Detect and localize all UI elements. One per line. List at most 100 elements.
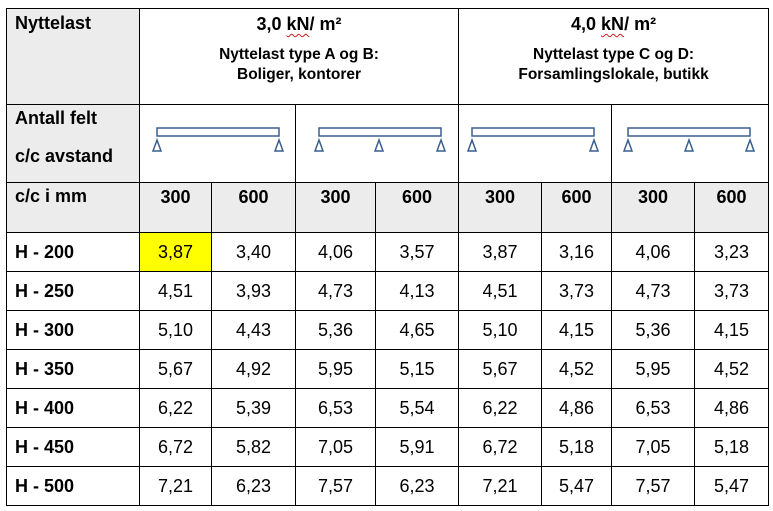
value-cell: 4,52 — [694, 349, 770, 389]
value-cell: 6,23 — [211, 466, 296, 506]
value-cell: 6,23 — [374, 466, 460, 506]
row-label: H - 250 — [6, 271, 140, 311]
value-cell: 3,57 — [374, 232, 460, 272]
load-cd-value: 4,0 kN/ m² — [571, 14, 657, 34]
value-cell: 7,05 — [295, 427, 376, 467]
table-row: H - 500 7,21 6,23 7,57 6,23 7,21 5,47 7,… — [6, 466, 770, 506]
value-cell: 3,87 — [458, 232, 543, 272]
value-cell: 5,54 — [374, 388, 460, 428]
value-cell: 4,06 — [295, 232, 376, 272]
value-cell: 4,51 — [458, 271, 543, 311]
value-cell: 5,82 — [211, 427, 296, 467]
row-label: H - 350 — [6, 349, 140, 389]
table-row: H - 400 6,22 5,39 6,53 5,54 6,22 4,86 6,… — [6, 388, 770, 428]
value-cell: 6,22 — [139, 388, 212, 428]
value-cell: 4,73 — [295, 271, 376, 311]
value-cell: 4,51 — [139, 271, 212, 311]
row-label: H - 200 — [6, 232, 140, 272]
value-cell: 3,16 — [541, 232, 613, 272]
load-cd-header: 4,0 kN/ m² Nyttelast type C og D: Forsam… — [458, 8, 770, 105]
value-cell: 4,73 — [611, 271, 696, 311]
beam-cell-1 — [139, 104, 296, 183]
value-cell: 7,05 — [611, 427, 696, 467]
value-cell: 5,18 — [694, 427, 770, 467]
spacing-cell: 300 — [139, 182, 212, 233]
antall-felt-label: Antall felt — [15, 108, 98, 128]
value-cell: 4,15 — [541, 310, 613, 350]
value-cell: 4,43 — [211, 310, 296, 350]
spacing-cell: 600 — [211, 182, 296, 233]
single-span-beam-icon — [151, 127, 284, 152]
span-table: Nyttelast 3,0 kN/ m² Nyttelast type A og… — [6, 8, 770, 506]
row-label: H - 400 — [6, 388, 140, 428]
value-cell: 7,57 — [295, 466, 376, 506]
value-cell: 4,86 — [694, 388, 770, 428]
spacing-cell: 300 — [611, 182, 696, 233]
value-cell: 5,36 — [295, 310, 376, 350]
cc-mm-label: c/c i mm — [6, 182, 140, 233]
beam-cell-4 — [611, 104, 770, 183]
cc-avstand-label: c/c avstand — [15, 146, 114, 166]
value-cell: 5,47 — [541, 466, 613, 506]
value-cell: 4,92 — [211, 349, 296, 389]
table-row: H - 350 5,67 4,92 5,95 5,15 5,67 4,52 5,… — [6, 349, 770, 389]
value-cell: 5,91 — [374, 427, 460, 467]
table-row: H - 300 5,10 4,43 5,36 4,65 5,10 4,15 5,… — [6, 310, 770, 350]
value-cell: 7,21 — [458, 466, 543, 506]
value-cell: 4,52 — [541, 349, 613, 389]
value-cell: 5,95 — [295, 349, 376, 389]
beam-cell-3 — [458, 104, 613, 183]
value-cell: 7,21 — [139, 466, 212, 506]
spacing-row: c/c i mm 300 600 300 600 300 600 300 600 — [6, 182, 770, 233]
table-row: H - 250 4,51 3,93 4,73 4,13 4,51 3,73 4,… — [6, 271, 770, 311]
value-cell: 6,72 — [458, 427, 543, 467]
value-cell: 6,72 — [139, 427, 212, 467]
value-cell: 4,06 — [611, 232, 696, 272]
value-cell: 5,10 — [139, 310, 212, 350]
row-label: H - 500 — [6, 466, 140, 506]
value-cell: 5,95 — [611, 349, 696, 389]
two-span-beam-icon — [622, 127, 756, 152]
span-diagram-row: Antall felt c/c avstand — [6, 104, 770, 183]
load-ab-type: Nyttelast type A og B: Boliger, kontorer — [219, 46, 379, 83]
value-cell: 4,13 — [374, 271, 460, 311]
felt-label-cell: Antall felt c/c avstand — [6, 104, 140, 183]
highlighted-value-cell: 3,87 — [139, 232, 212, 272]
value-cell: 6,53 — [611, 388, 696, 428]
value-cell: 5,18 — [541, 427, 613, 467]
single-span-beam-icon — [466, 127, 600, 152]
span-table-container: Nyttelast 3,0 kN/ m² Nyttelast type A og… — [6, 8, 770, 506]
value-cell: 5,15 — [374, 349, 460, 389]
value-cell: 4,65 — [374, 310, 460, 350]
value-cell: 4,86 — [541, 388, 613, 428]
table-row: H - 200 3,87 3,40 4,06 3,57 3,87 3,16 4,… — [6, 232, 770, 272]
value-cell: 3,73 — [694, 271, 770, 311]
spacing-cell: 300 — [295, 182, 376, 233]
nyttelast-label: Nyttelast — [6, 8, 140, 105]
value-cell: 3,40 — [211, 232, 296, 272]
value-cell: 5,67 — [139, 349, 212, 389]
value-cell: 7,57 — [611, 466, 696, 506]
spacing-cell: 600 — [694, 182, 770, 233]
load-ab-header: 3,0 kN/ m² Nyttelast type A og B: Bolige… — [138, 8, 460, 105]
load-ab-value: 3,0 kN/ m² — [256, 14, 342, 34]
value-cell: 3,23 — [694, 232, 770, 272]
table-row: H - 450 6,72 5,82 7,05 5,91 6,72 5,18 7,… — [6, 427, 770, 467]
value-cell: 5,39 — [211, 388, 296, 428]
spacing-cell: 300 — [458, 182, 543, 233]
value-cell: 6,22 — [458, 388, 543, 428]
load-header-row: Nyttelast 3,0 kN/ m² Nyttelast type A og… — [6, 8, 770, 105]
spacing-cell: 600 — [374, 182, 460, 233]
row-label: H - 300 — [6, 310, 140, 350]
value-cell: 4,15 — [694, 310, 770, 350]
value-cell: 5,10 — [458, 310, 543, 350]
two-span-beam-icon — [313, 127, 447, 152]
value-cell: 3,93 — [211, 271, 296, 311]
beam-cell-2 — [294, 104, 460, 183]
value-cell: 3,73 — [541, 271, 613, 311]
spacing-cell: 600 — [541, 182, 613, 233]
value-cell: 5,36 — [611, 310, 696, 350]
value-cell: 5,67 — [458, 349, 543, 389]
load-cd-type: Nyttelast type C og D: Forsamlingslokale… — [518, 46, 709, 83]
value-cell: 5,47 — [694, 466, 770, 506]
